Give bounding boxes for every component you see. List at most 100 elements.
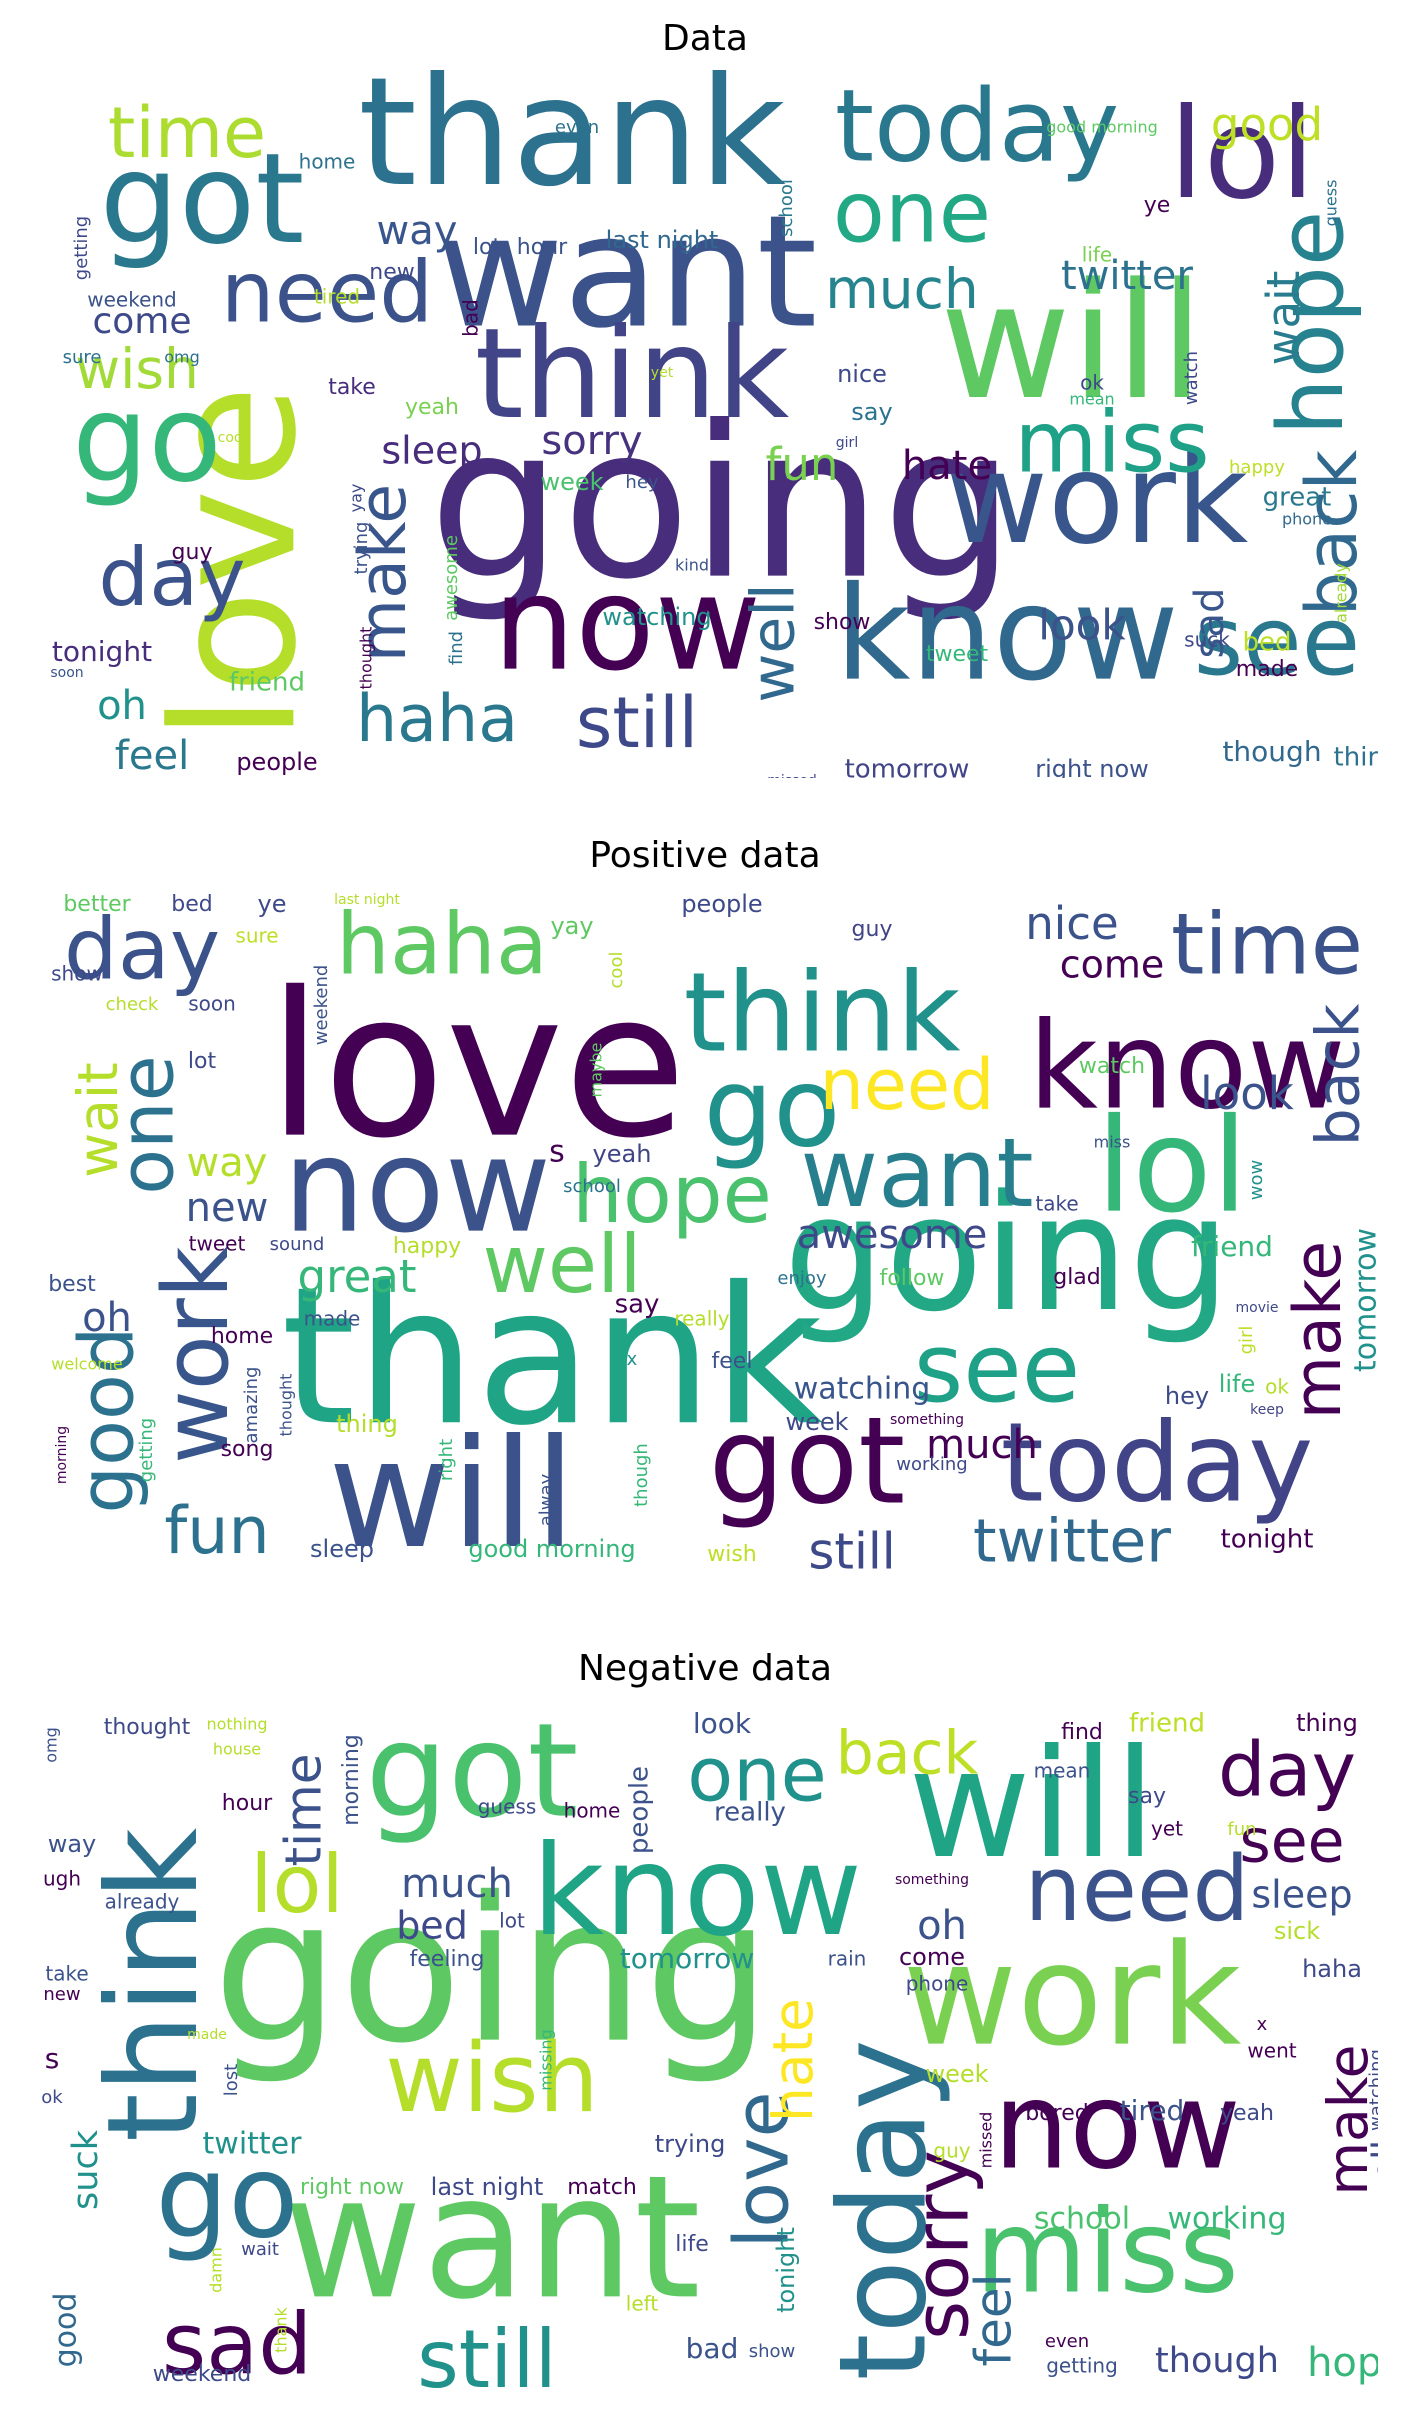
cloud-word: back	[1291, 449, 1373, 616]
cloud-word: lol	[1169, 82, 1315, 227]
cloud-word: movie	[1236, 1300, 1279, 1316]
cloud-word: working	[896, 1454, 967, 1475]
cloud-word: well	[739, 583, 809, 702]
cloud-word: even	[555, 117, 599, 138]
cloud-word: look	[1038, 601, 1126, 650]
cloud-word: thing	[336, 1410, 398, 1438]
cloud-word: amazing	[241, 1367, 262, 1444]
cloud-word: lot	[499, 1909, 525, 1933]
cloud-word: awesome	[441, 535, 462, 621]
cloud-word: now	[493, 548, 761, 700]
cloud-word: glad	[1053, 1265, 1101, 1290]
cloud-word: wait	[241, 2239, 279, 2260]
cloud-word: keep	[1250, 1402, 1284, 1418]
cloud-word: happy	[1229, 457, 1285, 478]
cloud-word: think	[81, 1827, 226, 2142]
cloud-word: sleep	[1251, 1873, 1352, 1917]
cloud-word: happy	[393, 1234, 461, 1259]
cloud-word: phone	[1282, 510, 1332, 529]
cloud-word: though	[1222, 735, 1321, 768]
cloud-word: oh	[917, 1903, 967, 1949]
cloud-word: yet	[1151, 1817, 1183, 1841]
cloud-word: girl	[836, 435, 858, 451]
cloud-word: look	[1200, 1067, 1294, 1120]
word-cloud-negative: going want will work know got think today now mis…	[32, 1690, 1378, 2410]
cloud-word: right now	[300, 2175, 404, 2200]
cloud-word: sorry	[898, 2150, 986, 2340]
cloud-word: need	[221, 243, 433, 342]
cloud-word: sleep	[310, 1535, 374, 1563]
cloud-word: need	[820, 1044, 995, 1126]
cloud-word: tired	[314, 285, 360, 309]
cloud-word: new	[43, 1984, 80, 2005]
cloud-word: hour	[222, 1791, 273, 1816]
cloud-word: home	[564, 1799, 621, 1823]
cloud-word: take	[1035, 1192, 1078, 1216]
cloud-word: miss	[1015, 393, 1210, 492]
cloud-word: look	[693, 1707, 752, 1740]
cloud-word: today	[815, 2039, 954, 2380]
cloud-word: missed	[767, 773, 817, 778]
cloud-word: cool	[218, 430, 247, 446]
cloud-word: hate	[761, 1998, 825, 2122]
cloud-word: going	[213, 1855, 772, 2088]
cloud-word: know	[835, 558, 1179, 710]
cloud-word: made	[187, 2027, 227, 2043]
cloud-word: make	[346, 484, 421, 662]
cloud-word: oh	[97, 683, 147, 729]
cloud-word: school	[1034, 2202, 1130, 2237]
cloud-word: soon	[188, 992, 236, 1016]
cloud-word: going	[784, 1160, 1231, 1347]
word-cloud-data: going love want thank will know work now think go…	[32, 58, 1378, 778]
cloud-word: need	[1025, 1837, 1250, 1942]
cloud-word: come	[92, 301, 191, 342]
cloud-word: great	[298, 1250, 417, 1303]
cloud-word: still	[576, 682, 698, 764]
cloud-word: life	[675, 2232, 709, 2257]
cloud-word: wish	[707, 1542, 757, 1567]
cloud-word: way	[48, 1830, 97, 1858]
cloud-word: miss	[975, 2186, 1239, 2320]
cloud-word: trying	[655, 2130, 726, 2158]
cloud-word: guy	[852, 917, 893, 942]
cloud-word: hour	[517, 235, 568, 260]
cloud-word: go	[703, 1043, 840, 1171]
cloud-word: follow	[880, 1266, 945, 1291]
cloud-word: thought	[277, 1374, 296, 1437]
cloud-word: wow	[1246, 1160, 1267, 1200]
cloud-word: getting	[71, 216, 92, 280]
cloud-word: last night	[334, 892, 400, 908]
cloud-word: got	[100, 127, 305, 272]
cloud-word: feel	[115, 733, 189, 778]
cloud-word: guess	[478, 1795, 537, 1819]
cloud-word: thank	[272, 2306, 291, 2352]
cloud-word: good	[1211, 98, 1323, 151]
cloud-word: ok	[1265, 1375, 1289, 1399]
cloud-word: suck	[1184, 628, 1230, 652]
cloud-word: missed	[977, 2112, 996, 2169]
cloud-word: soon	[50, 665, 83, 681]
cloud-word: week	[785, 1408, 848, 1436]
cloud-word: wait	[1257, 271, 1310, 366]
cloud-word: day	[1218, 1726, 1356, 1814]
cloud-word: way	[187, 1140, 268, 1186]
cloud-word: find	[1061, 1720, 1103, 1745]
cloud-word: working	[1168, 2202, 1287, 2237]
cloud-word: something	[895, 1872, 969, 1888]
cloud-word: one	[687, 1731, 827, 1819]
cloud-word: s	[549, 1135, 565, 1170]
cloud-word: tonight	[52, 635, 152, 668]
cloud-word: lot	[473, 235, 502, 260]
cloud-word: guy	[172, 540, 213, 565]
cloud-word: went	[1247, 2039, 1296, 2063]
cloud-word: lol	[1096, 1090, 1248, 1242]
cloud-word: people	[681, 890, 762, 918]
cloud-word: ye	[258, 890, 287, 918]
cloud-word: week	[540, 468, 603, 496]
cloud-word: lost	[221, 2064, 242, 2096]
cloud-word: sure	[63, 347, 102, 368]
cloud-word: haha	[356, 682, 518, 757]
cloud-word: work	[946, 427, 1249, 572]
cloud-word: made	[1236, 657, 1298, 682]
